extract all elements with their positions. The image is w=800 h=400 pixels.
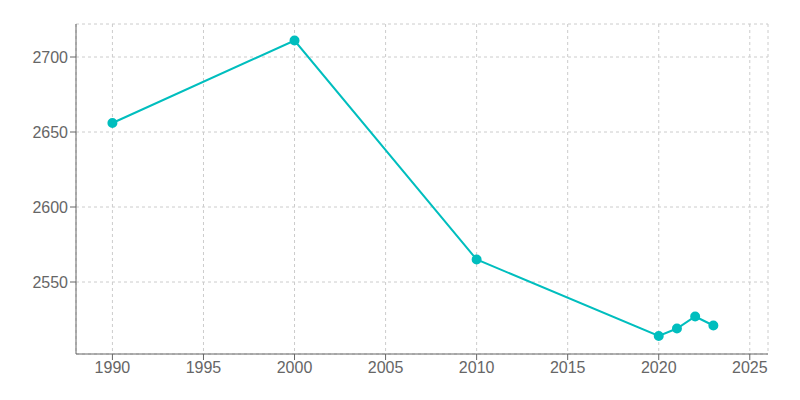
svg-text:1995: 1995: [186, 359, 222, 376]
svg-text:2010: 2010: [459, 359, 495, 376]
svg-text:2020: 2020: [641, 359, 677, 376]
svg-text:2015: 2015: [550, 359, 586, 376]
svg-text:2650: 2650: [32, 124, 68, 141]
svg-text:1990: 1990: [95, 359, 131, 376]
svg-text:2550: 2550: [32, 274, 68, 291]
svg-text:2600: 2600: [32, 199, 68, 216]
svg-text:2000: 2000: [277, 359, 313, 376]
svg-text:2025: 2025: [732, 359, 768, 376]
svg-text:2005: 2005: [368, 359, 404, 376]
svg-text:2700: 2700: [32, 49, 68, 66]
